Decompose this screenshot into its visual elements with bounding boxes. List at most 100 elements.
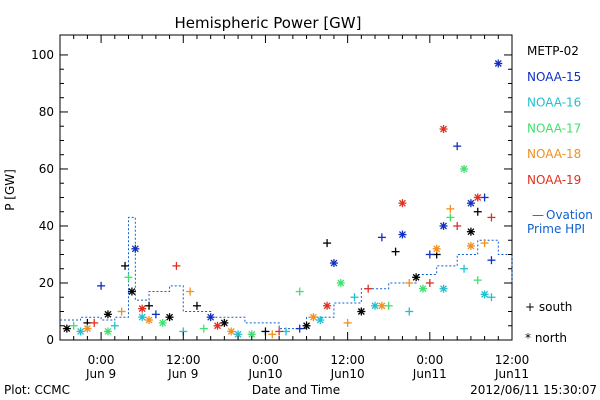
data-point bbox=[76, 327, 85, 336]
data-point bbox=[446, 213, 455, 222]
legend-entry: METP-02 bbox=[527, 44, 579, 58]
y-tick-label: 100 bbox=[31, 48, 54, 62]
point-stroke bbox=[207, 313, 215, 321]
data-point bbox=[199, 324, 208, 333]
data-point bbox=[439, 221, 448, 230]
data-point bbox=[268, 330, 277, 339]
data-point bbox=[302, 321, 311, 330]
data-point bbox=[97, 281, 106, 290]
data-point bbox=[480, 193, 489, 202]
point-stroke bbox=[467, 242, 475, 250]
data-point bbox=[439, 125, 448, 134]
legend-entry: NOAA-15 bbox=[527, 70, 581, 84]
point-stroke bbox=[481, 290, 489, 298]
data-point bbox=[473, 207, 482, 216]
x-tick-time-label: 12:00 bbox=[166, 353, 201, 367]
data-point bbox=[329, 259, 338, 268]
data-point bbox=[138, 304, 147, 313]
data-point bbox=[350, 293, 359, 302]
data-point bbox=[460, 264, 469, 273]
data-point bbox=[62, 324, 71, 333]
point-stroke bbox=[166, 313, 174, 321]
point-stroke bbox=[214, 322, 221, 330]
data-point bbox=[145, 316, 154, 325]
x-tick-time-label: 0:00 bbox=[416, 353, 443, 367]
data-point bbox=[487, 256, 496, 265]
data-point bbox=[487, 213, 496, 222]
data-point bbox=[192, 301, 201, 310]
point-stroke bbox=[467, 228, 475, 236]
point-stroke bbox=[227, 327, 235, 335]
data-point bbox=[418, 284, 427, 293]
point-stroke bbox=[323, 302, 331, 310]
point-stroke bbox=[248, 330, 256, 338]
data-point bbox=[371, 301, 380, 310]
legend-ovation-dash: — bbox=[532, 208, 544, 222]
data-point bbox=[446, 204, 455, 213]
x-tick-date-label: Jun10 bbox=[330, 367, 365, 381]
data-point bbox=[439, 284, 448, 293]
y-axis-label: P [GW] bbox=[3, 169, 17, 211]
x-tick-date-label: Jun 9 bbox=[85, 367, 116, 381]
data-point bbox=[165, 313, 174, 322]
x-tick-date-label: Jun 9 bbox=[167, 367, 198, 381]
data-point bbox=[145, 301, 154, 310]
ovation-hpi-line bbox=[60, 216, 513, 330]
data-points bbox=[62, 59, 503, 339]
point-stroke bbox=[412, 273, 420, 281]
legend-entry: NOAA-18 bbox=[527, 147, 581, 161]
data-point bbox=[364, 284, 373, 293]
legend-ovation-label-line2: Prime HPI bbox=[527, 222, 585, 236]
point-stroke bbox=[220, 319, 228, 327]
point-stroke bbox=[494, 60, 502, 67]
y-axis-ticks: 0 20 40 60 80 100 bbox=[31, 48, 512, 347]
data-point bbox=[131, 244, 140, 253]
data-point bbox=[138, 313, 147, 322]
data-point bbox=[480, 290, 489, 299]
data-point bbox=[466, 199, 475, 208]
data-point bbox=[309, 313, 318, 322]
data-point bbox=[343, 318, 352, 327]
point-stroke bbox=[104, 310, 112, 318]
data-point bbox=[275, 327, 284, 336]
data-point bbox=[336, 278, 345, 287]
plot-frame bbox=[59, 34, 513, 341]
data-point bbox=[295, 287, 304, 296]
plot-timestamp: 2012/06/11 15:30:07 bbox=[470, 383, 597, 397]
data-point bbox=[83, 324, 92, 333]
data-point bbox=[425, 250, 434, 259]
legend-south-marker: + south bbox=[525, 300, 572, 314]
data-point bbox=[494, 59, 503, 68]
point-stroke bbox=[440, 125, 447, 133]
point-stroke bbox=[460, 165, 468, 173]
data-point bbox=[295, 324, 304, 333]
point-stroke bbox=[440, 222, 447, 230]
point-stroke bbox=[128, 288, 136, 296]
x-tick-date-label: Jun11 bbox=[412, 367, 447, 381]
data-point bbox=[357, 307, 366, 316]
data-point bbox=[384, 301, 393, 310]
data-point bbox=[90, 318, 99, 327]
legend-ovation-label-line1: Ovation bbox=[546, 208, 593, 222]
data-point bbox=[227, 327, 236, 336]
chart-title: Hemispheric Power [GW] bbox=[175, 14, 362, 32]
data-point bbox=[103, 327, 112, 336]
x-tick-time-label: 0:00 bbox=[252, 353, 279, 367]
data-point bbox=[110, 321, 119, 330]
data-point bbox=[377, 301, 386, 310]
data-point bbox=[460, 164, 469, 173]
point-stroke bbox=[138, 305, 146, 313]
point-stroke bbox=[419, 285, 427, 293]
data-point bbox=[172, 261, 181, 270]
data-point bbox=[377, 233, 386, 242]
data-point bbox=[103, 310, 112, 319]
data-point bbox=[432, 244, 441, 253]
point-stroke bbox=[467, 199, 475, 207]
series-legend: METP-02 NOAA-15 NOAA-16 NOAA-17 NOAA-18 NOAA-… bbox=[527, 44, 581, 187]
data-point bbox=[473, 193, 482, 202]
data-point bbox=[425, 278, 434, 287]
point-stroke bbox=[234, 330, 242, 338]
data-point bbox=[206, 313, 215, 322]
x-tick-time-label: 12:00 bbox=[495, 353, 530, 367]
